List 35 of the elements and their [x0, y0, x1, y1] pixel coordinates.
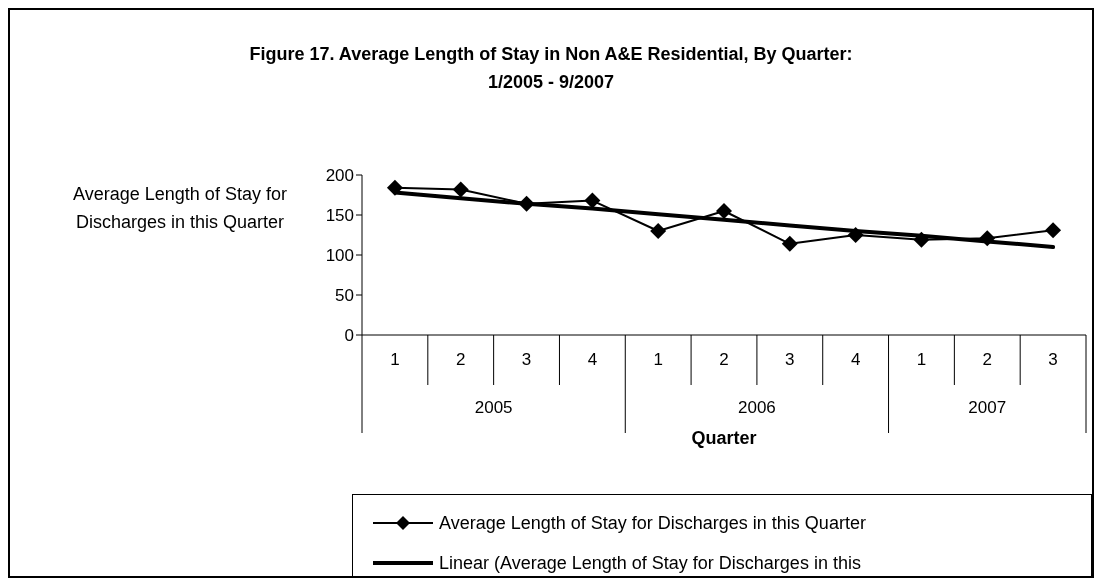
point: [781, 235, 798, 252]
x-tick-label: 2: [719, 350, 729, 369]
y-tick-label: 0: [344, 326, 354, 346]
point: [716, 203, 732, 219]
x-tick-label: 4: [850, 350, 861, 369]
legend-label: Linear (Average Length of Stay for Discharges in this: [439, 552, 861, 574]
point: [386, 179, 403, 196]
chart-title: Figure 17. Average Length of Stay in Non A&E Residential, By Quarter: 1/2005 - 9/2007: [248, 43, 854, 94]
y-tick-label: 50: [335, 286, 354, 306]
point: [1045, 222, 1062, 239]
point: [452, 181, 469, 198]
text: 2007: [968, 398, 1007, 417]
x-tick-label: 3: [1048, 350, 1058, 369]
y-tick-label: 200: [325, 166, 354, 186]
point: [518, 195, 535, 212]
x-tick-label: 3: [521, 350, 532, 369]
x-tick-label: 1: [916, 350, 927, 369]
point: [913, 231, 930, 248]
point: [584, 192, 601, 209]
x-tick-label: 4: [587, 350, 598, 369]
x-tick-label: 2: [455, 350, 466, 369]
point: [979, 230, 996, 247]
y-axis-title: Average Length of Stay for Discharges in this Quarter: [72, 183, 288, 234]
x-tick-label: 1: [390, 350, 400, 369]
x-tick-label: 2: [982, 350, 993, 369]
text: 2005: [474, 398, 513, 417]
x-axis-title: Quarter: [690, 428, 758, 449]
y-tick-label: 150: [325, 206, 354, 226]
text: 2006: [738, 398, 776, 417]
point: [650, 223, 667, 239]
x-tick-label: 3: [785, 350, 795, 369]
point: [847, 227, 864, 243]
legend-label: Average Length of Stay for Discharges in this Quarter: [439, 512, 866, 534]
x-tick-label: 1: [653, 350, 663, 369]
y-tick-label: 100: [325, 246, 354, 266]
